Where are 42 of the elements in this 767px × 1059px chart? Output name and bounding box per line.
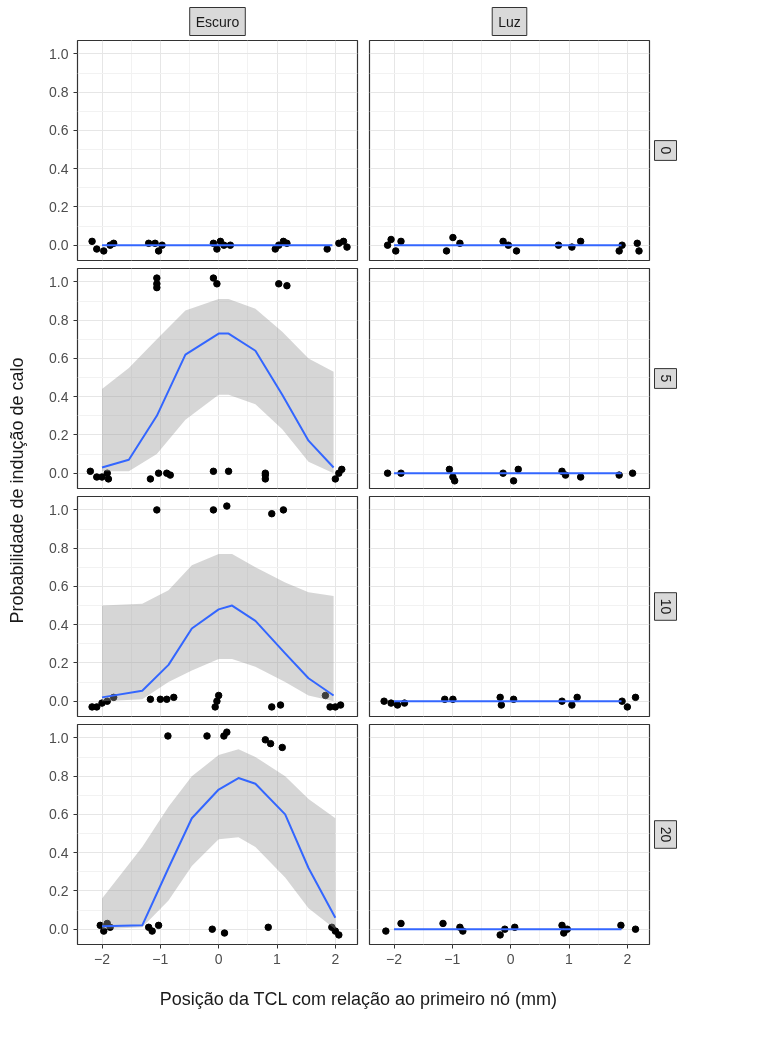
y-tick-label: 0.8 xyxy=(49,540,69,557)
y-tick-label: 1.0 xyxy=(49,273,69,290)
y-tick-label: 0.0 xyxy=(49,693,69,710)
y-tick-label: 0.0 xyxy=(49,465,69,482)
y-tick-label: 0.6 xyxy=(49,350,69,367)
x-tick-label: 1 xyxy=(273,950,282,967)
x-tick-label: −2 xyxy=(386,950,403,967)
y-tick-label: 0.6 xyxy=(49,578,69,595)
y-tick-label: 0.8 xyxy=(49,312,69,329)
y-tick-label: 0.2 xyxy=(49,654,69,671)
x-tick-label: 0 xyxy=(214,950,223,967)
y-tick-label: 0.8 xyxy=(49,84,69,101)
x-tick-label: 0 xyxy=(506,950,515,967)
y2-axis-title: 10 xyxy=(657,598,674,615)
y-axis-title: Probabilidade de indução de calo xyxy=(6,357,27,624)
y-tick-label: 0.4 xyxy=(49,616,69,633)
x-tick-label: 1 xyxy=(565,950,574,967)
y-tick-label: 0.2 xyxy=(49,198,69,215)
chart-title: Escuro xyxy=(195,13,240,30)
y-tick-label: 0.4 xyxy=(49,388,69,405)
y-tick-label: 0.8 xyxy=(49,768,69,785)
y-tick-label: 0.4 xyxy=(49,160,69,177)
chart-title: Luz xyxy=(498,13,521,30)
y2-axis-title: 20 xyxy=(657,826,674,843)
y-tick-label: 0.2 xyxy=(49,426,69,443)
y-tick-label: 0.6 xyxy=(49,122,69,139)
y-tick-label: 1.0 xyxy=(49,501,69,518)
x-axis-title: Posição da TCL com relação ao primeiro nó (mm) xyxy=(159,988,557,1009)
x-tick-label: 2 xyxy=(623,950,632,967)
x-tick-label: 2 xyxy=(331,950,340,967)
y-tick-label: 0.6 xyxy=(49,806,69,823)
x-tick-label: −2 xyxy=(94,950,111,967)
y2-axis-title: 5 xyxy=(657,374,674,383)
y-tick-label: 1.0 xyxy=(49,45,69,62)
y2-axis-title: 0 xyxy=(657,146,674,155)
y-tick-label: 0.0 xyxy=(49,237,69,254)
y-tick-label: 0.2 xyxy=(49,882,69,899)
y-tick-label: 1.0 xyxy=(49,729,69,746)
y-tick-label: 0.4 xyxy=(49,844,69,861)
x-tick-label: −1 xyxy=(152,950,169,967)
x-tick-label: −1 xyxy=(444,950,461,967)
y-tick-label: 0.0 xyxy=(49,921,69,938)
